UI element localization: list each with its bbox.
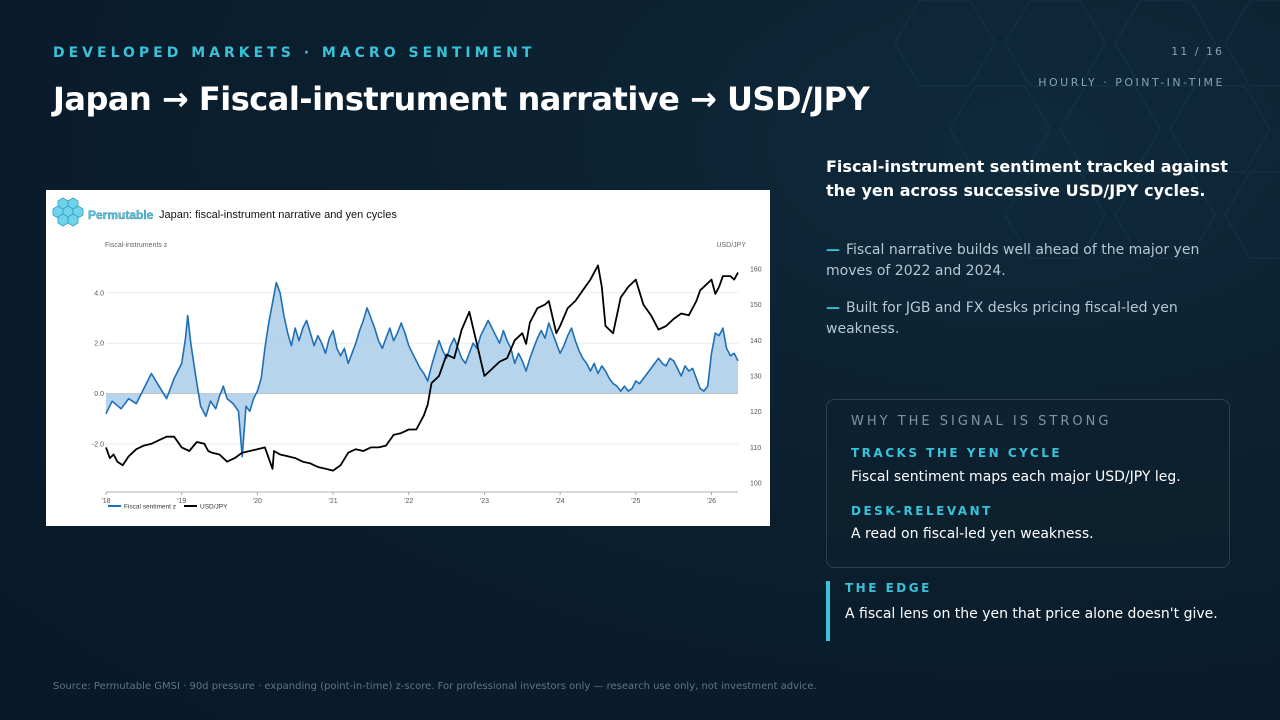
right-tick-label: 130 xyxy=(750,374,762,381)
right-tick-label: 160 xyxy=(750,266,762,273)
bullet-text: Built for JGB and FX desks pricing fisca… xyxy=(826,300,1178,337)
left-tick-label: -2.0 xyxy=(92,442,104,449)
left-tick-label: 2.0 xyxy=(94,341,104,348)
chart-title: Japan: fiscal-instrument narrative and y… xyxy=(159,209,397,221)
panel-item-label: DESK-RELEVANT xyxy=(851,504,993,518)
x-tick-label: '25 xyxy=(631,498,640,505)
page-number: 11 / 16 xyxy=(1171,45,1224,58)
bullet-dash: — xyxy=(826,242,840,258)
panel-heading: WHY THE SIGNAL IS STRONG xyxy=(851,414,1112,429)
page-title: Japan → Fiscal-instrument narrative → US… xyxy=(53,80,870,118)
lead-statement: Fiscal-instrument sentiment tracked agai… xyxy=(826,157,1228,200)
series-line-fiscal-sentiment xyxy=(105,281,739,458)
right-axis-label: USD/JPY xyxy=(716,242,746,249)
left-tick-label: 4.0 xyxy=(94,290,104,297)
signal-strength-panel: WHY THE SIGNAL IS STRONG TRACKS THE YEN … xyxy=(826,399,1230,568)
series-line-usdjpy xyxy=(105,264,739,472)
brand-logo: Permutable xyxy=(52,197,154,227)
chart-card: Permutable Japan: fiscal-instrument narr… xyxy=(46,190,770,526)
source-footnote: Source: Permutable GMSI · 90d pressure ·… xyxy=(53,681,817,692)
section-kicker: DEVELOPED MARKETS · MACRO SENTIMENT xyxy=(53,45,536,61)
left-axis-label: Fiscal-instruments z xyxy=(105,242,168,249)
bullet-text: Fiscal narrative builds well ahead of th… xyxy=(826,242,1200,279)
edge-text: A fiscal lens on the yen that price alon… xyxy=(845,606,1218,622)
chart-svg: Permutable Japan: fiscal-instrument narr… xyxy=(52,197,762,511)
x-tick-label: '23 xyxy=(480,498,489,505)
right-tick-label: 120 xyxy=(750,409,762,416)
left-tick-label: 0.0 xyxy=(94,391,104,398)
right-tick-label: 150 xyxy=(750,302,762,309)
legend-label-sentiment: Fiscal sentiment z xyxy=(124,504,176,511)
edge-callout: THE EDGE A fiscal lens on the yen that p… xyxy=(826,581,1250,641)
x-tick-label: '21 xyxy=(329,498,338,505)
frequency-badge: HOURLY · POINT-IN-TIME xyxy=(1038,76,1225,89)
right-tick-label: 140 xyxy=(750,338,762,345)
panel-item-label: TRACKS THE YEN CYCLE xyxy=(851,446,1063,460)
x-tick-label: '19 xyxy=(177,498,186,505)
brand-logo-text: Permutable xyxy=(88,208,154,222)
right-tick-label: 100 xyxy=(750,481,762,488)
x-tick-label: '18 xyxy=(101,498,110,505)
panel-item-text: A read on fiscal-led yen weakness. xyxy=(851,526,1094,542)
hexagon-pattern-decoration xyxy=(894,0,1280,259)
legend-label-usdjpy: USD/JPY xyxy=(200,504,228,511)
x-tick-label: '22 xyxy=(404,498,413,505)
bullet-dash: — xyxy=(826,300,840,316)
x-tick-label: '26 xyxy=(707,498,716,505)
panel-item-text: Fiscal sentiment maps each major USD/JPY… xyxy=(851,469,1181,485)
bullet-item: — Built for JGB and FX desks pricing fisc… xyxy=(826,298,1226,340)
bullet-item: — Fiscal narrative builds well ahead of t… xyxy=(826,240,1226,282)
edge-label: THE EDGE xyxy=(845,581,932,595)
right-tick-label: 110 xyxy=(750,445,761,452)
chart-legend: Fiscal sentiment z USD/JPY xyxy=(108,504,228,511)
x-tick-label: '24 xyxy=(556,498,565,505)
x-tick-label: '20 xyxy=(253,498,262,505)
